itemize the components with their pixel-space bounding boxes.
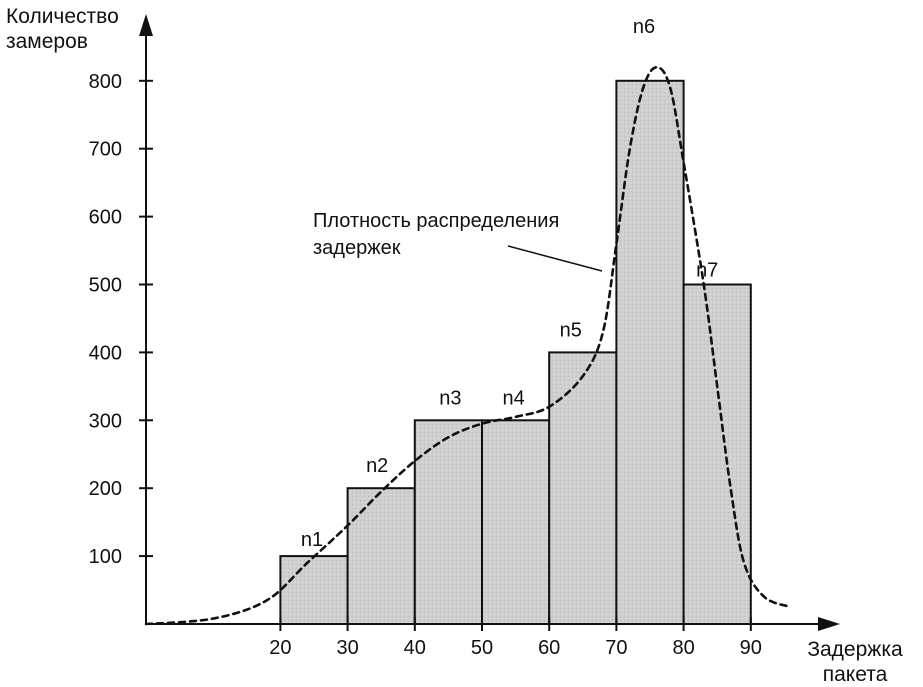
labels-layer: n1 n2 n3 n4 n5 n6 n7 xyxy=(301,16,718,551)
bar-n4 xyxy=(481,419,551,625)
y-axis-title: Количество замеров xyxy=(6,4,119,54)
y-tick-label: 500 xyxy=(89,275,122,297)
bar-n2 xyxy=(346,487,416,626)
x-axis-title: Задержка пакета xyxy=(800,637,910,687)
x-tick-label: 50 xyxy=(471,637,493,659)
density-annotation-line-1: Плотность распределения xyxy=(313,210,560,232)
density-annotation: Плотность распределения задержек xyxy=(313,208,559,262)
y-tick-label: 700 xyxy=(89,139,122,161)
density-annotation-line-2: задержек xyxy=(313,237,401,259)
x-tick-label: 80 xyxy=(672,637,694,659)
y-axis-title-line-1: Количество xyxy=(6,5,119,28)
x-axis-title-line-1: Задержка xyxy=(807,638,903,661)
x-tick-label: 40 xyxy=(404,637,426,659)
density-curve xyxy=(144,65,793,626)
x-tick-label: 90 xyxy=(740,637,762,659)
bar-label-n6: n6 xyxy=(633,16,655,38)
curve-layer xyxy=(144,65,793,626)
y-tick-label: 400 xyxy=(89,342,122,364)
bar-label-n7: n7 xyxy=(696,260,718,282)
bar-n3 xyxy=(413,419,483,625)
ticks-layer: 100 200 300 400 500 600 700 800 20 30 40 50 60 70 80 90 xyxy=(89,71,762,659)
bar-n5 xyxy=(548,351,618,625)
y-tick-label: 800 xyxy=(89,71,122,93)
axes-layer xyxy=(139,14,840,631)
x-tick-label: 20 xyxy=(269,637,291,659)
bar-n7 xyxy=(682,283,752,625)
x-axis-arrow-icon xyxy=(818,617,840,631)
annotation-leader-line xyxy=(507,245,603,272)
bar-label-n1: n1 xyxy=(301,529,323,551)
bars-layer xyxy=(279,79,752,626)
bar-label-n3: n3 xyxy=(439,387,461,409)
x-tick-label: 30 xyxy=(336,637,358,659)
bar-label-n4: n4 xyxy=(502,387,524,409)
x-tick-label: 60 xyxy=(538,637,560,659)
bar-n1 xyxy=(279,555,349,625)
y-tick-label: 100 xyxy=(89,546,122,568)
y-tick-label: 200 xyxy=(89,478,122,500)
x-tick-label: 70 xyxy=(605,637,627,659)
y-axis-title-line-2: замеров xyxy=(6,30,88,53)
bar-label-n2: n2 xyxy=(366,455,388,477)
bar-label-n5: n5 xyxy=(560,319,582,341)
y-axis-arrow-icon xyxy=(139,14,153,36)
y-tick-label: 600 xyxy=(89,207,122,229)
x-axis-title-line-2: пакета xyxy=(822,663,888,686)
y-tick-label: 300 xyxy=(89,410,122,432)
